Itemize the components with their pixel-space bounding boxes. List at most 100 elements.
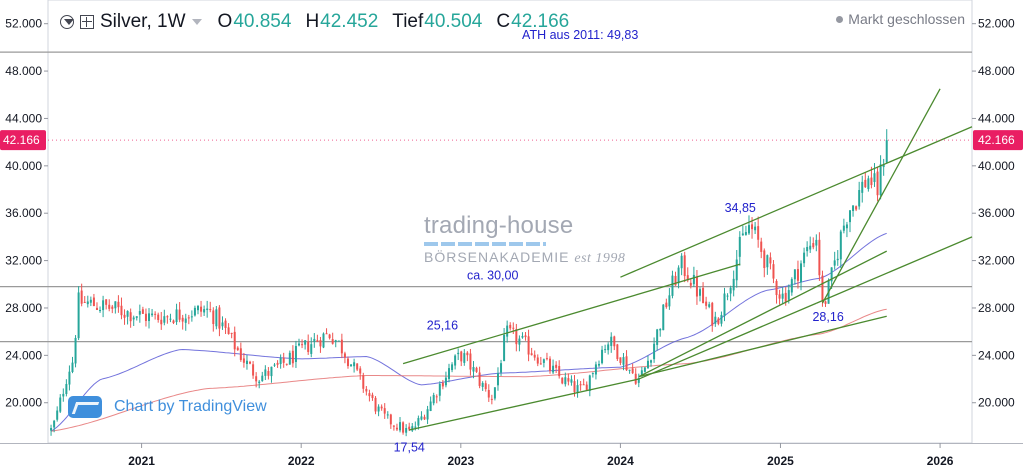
candle-down[interactable] — [711, 301, 714, 332]
candle-up[interactable] — [71, 356, 74, 374]
candle-up[interactable] — [637, 373, 640, 388]
candle-down[interactable] — [224, 318, 227, 334]
candle-down[interactable] — [144, 308, 147, 327]
symbol-title[interactable]: Silver, 1W — [100, 11, 186, 32]
candle-up[interactable] — [215, 305, 218, 330]
candle-up[interactable] — [744, 225, 747, 236]
candle-up[interactable] — [444, 371, 447, 388]
candle-down[interactable] — [509, 322, 512, 331]
candle-up[interactable] — [175, 303, 178, 325]
candle-down[interactable] — [141, 306, 144, 314]
candle-down[interactable] — [200, 300, 203, 317]
trend-line[interactable] — [638, 315, 887, 378]
candle-down[interactable] — [154, 311, 157, 320]
candle-down[interactable] — [316, 334, 319, 343]
candle-up[interactable] — [438, 381, 441, 402]
candle-down[interactable] — [282, 352, 285, 368]
candle-up[interactable] — [245, 355, 248, 370]
candle-down[interactable] — [475, 366, 478, 373]
candle-up[interactable] — [196, 304, 199, 315]
candle-down[interactable] — [818, 232, 821, 281]
candle-down[interactable] — [631, 363, 634, 375]
candle-up[interactable] — [668, 288, 671, 310]
candle-up[interactable] — [570, 375, 573, 386]
candle-down[interactable] — [291, 345, 294, 368]
candle-down[interactable] — [619, 357, 622, 366]
candle-down[interactable] — [392, 424, 395, 431]
candle-down[interactable] — [695, 270, 698, 305]
candle-up[interactable] — [845, 221, 848, 238]
candle-down[interactable] — [236, 346, 239, 351]
candle-up[interactable] — [879, 155, 882, 200]
candle-up[interactable] — [310, 337, 313, 358]
candle-down[interactable] — [227, 323, 230, 335]
candle-down[interactable] — [515, 323, 518, 352]
candle-down[interactable] — [319, 336, 322, 353]
candle-up[interactable] — [692, 266, 695, 288]
candle-up[interactable] — [521, 332, 524, 339]
candle-up[interactable] — [273, 363, 276, 367]
candle-up[interactable] — [607, 342, 610, 355]
candle-down[interactable] — [705, 296, 708, 310]
candle-down[interactable] — [374, 396, 377, 415]
candle-down[interactable] — [469, 348, 472, 376]
candle-up[interactable] — [203, 305, 206, 316]
candle-up[interactable] — [138, 304, 141, 323]
candle-down[interactable] — [435, 394, 438, 404]
candle-up[interactable] — [481, 381, 484, 391]
trend-line[interactable] — [402, 263, 741, 365]
candle-down[interactable] — [478, 366, 481, 389]
candle-down[interactable] — [402, 421, 405, 435]
trend-line[interactable] — [638, 302, 817, 380]
candle-down[interactable] — [212, 307, 215, 332]
candle-down[interactable] — [172, 319, 175, 325]
candle-down[interactable] — [855, 205, 858, 212]
candle-up[interactable] — [405, 424, 408, 437]
candle-down[interactable] — [702, 282, 705, 304]
candle-up[interactable] — [714, 311, 717, 327]
candle-up[interactable] — [322, 332, 325, 349]
candle-up[interactable] — [680, 253, 683, 276]
candle-down[interactable] — [218, 305, 221, 337]
candle-up[interactable] — [386, 411, 389, 419]
candle-down[interactable] — [536, 354, 539, 367]
candle-up[interactable] — [337, 340, 340, 342]
candle-up[interactable] — [126, 310, 129, 325]
candle-up[interactable] — [747, 215, 750, 235]
candle-down[interactable] — [255, 372, 258, 388]
candle-up[interactable] — [867, 175, 870, 192]
candle-up[interactable] — [77, 286, 80, 341]
candle-up[interactable] — [659, 328, 662, 337]
candle-down[interactable] — [545, 352, 548, 361]
candle-up[interactable] — [729, 285, 732, 302]
candle-up[interactable] — [163, 309, 166, 326]
candle-down[interactable] — [484, 380, 487, 392]
candle-up[interactable] — [604, 344, 607, 353]
candle-up[interactable] — [506, 320, 509, 343]
candle-up[interactable] — [62, 388, 65, 402]
trend-line[interactable] — [409, 378, 639, 431]
candle-up[interactable] — [426, 405, 429, 425]
candle-down[interactable] — [625, 350, 628, 371]
trend-line[interactable] — [620, 126, 973, 278]
candle-up[interactable] — [726, 293, 729, 301]
candle-down[interactable] — [585, 381, 588, 391]
candle-down[interactable] — [487, 384, 490, 402]
candle-down[interactable] — [864, 172, 867, 188]
candle-down[interactable] — [230, 332, 233, 339]
candle-down[interactable] — [383, 403, 386, 419]
candle-down[interactable] — [824, 300, 827, 307]
price-annotation[interactable]: ca. 30,00 — [467, 269, 518, 283]
candle-down[interactable] — [356, 363, 359, 372]
candle-down[interactable] — [441, 379, 444, 390]
candle-down[interactable] — [533, 350, 536, 361]
candle-up[interactable] — [298, 338, 301, 347]
candle-down[interactable] — [105, 299, 108, 310]
candle-up[interactable] — [288, 350, 291, 365]
candle-down[interactable] — [123, 309, 126, 325]
candle-down[interactable] — [160, 311, 163, 330]
candle-up[interactable] — [206, 300, 209, 318]
candle-down[interactable] — [252, 361, 255, 379]
price-annotation[interactable]: 34,85 — [725, 201, 756, 215]
candle-up[interactable] — [591, 372, 594, 378]
